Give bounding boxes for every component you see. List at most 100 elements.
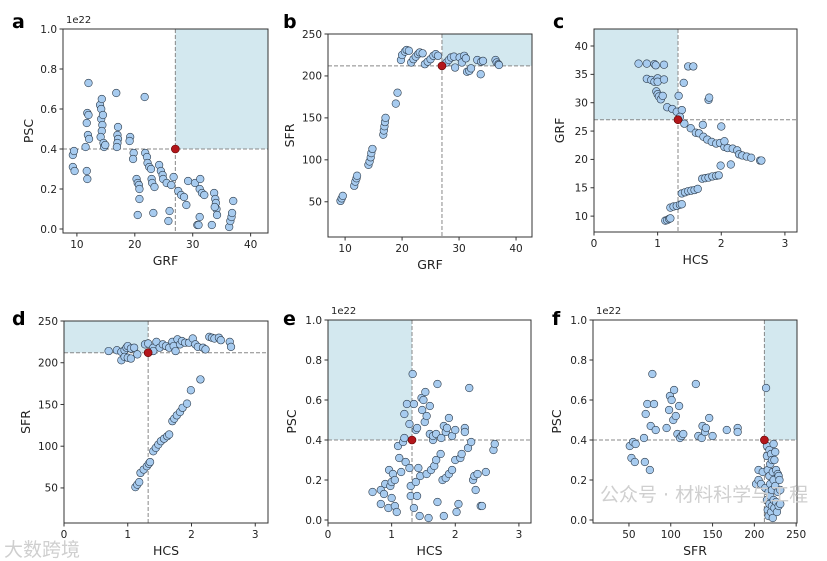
x-tick-label: 2 bbox=[452, 529, 459, 541]
y-tick-label: 250 bbox=[38, 316, 58, 328]
panel-c: 0 1 2 3 10 15 20 25 30 35 40 HCS GRF c bbox=[552, 11, 798, 267]
y-axis-label: PSC bbox=[284, 409, 299, 433]
data-point bbox=[112, 142, 121, 152]
x-tick-label: 50 bbox=[622, 529, 635, 541]
data-point bbox=[381, 113, 390, 122]
data-point bbox=[419, 395, 428, 405]
y-tick-label: 15 bbox=[575, 183, 588, 195]
y-tick-label: 0.8 bbox=[305, 355, 322, 367]
y-tick-label: 150 bbox=[302, 113, 322, 125]
x-tick-label: 3 bbox=[516, 529, 523, 541]
data-point bbox=[720, 137, 729, 146]
data-point bbox=[747, 153, 756, 162]
data-point bbox=[400, 433, 409, 443]
data-point bbox=[432, 455, 441, 465]
x-axis-label: HCS bbox=[682, 252, 708, 267]
y-tick-label: 10 bbox=[575, 211, 588, 223]
y-tick-label: 30 bbox=[575, 98, 588, 110]
data-point bbox=[674, 91, 683, 101]
data-point bbox=[671, 411, 680, 421]
data-point bbox=[408, 369, 417, 379]
panel-e: 0 1 2 3 0.0 0.2 0.4 0.6 0.8 1.0 1e22 HCS PSC e bbox=[283, 306, 532, 558]
highlight-point bbox=[171, 144, 180, 154]
data-point bbox=[770, 455, 779, 465]
data-point bbox=[768, 513, 777, 523]
data-point bbox=[478, 56, 488, 65]
y-tick-label: 0.4 bbox=[570, 435, 587, 447]
panel-f: 50 100 150 200 250 0.0 0.2 0.4 0.6 0.8 1.0 1e22 SFR P… bbox=[549, 306, 806, 558]
axes-frame bbox=[63, 320, 269, 524]
data-point bbox=[179, 192, 189, 202]
y-tick-label: 100 bbox=[38, 441, 58, 453]
highlight-point bbox=[407, 435, 417, 445]
data-point bbox=[733, 427, 742, 437]
data-point bbox=[397, 467, 406, 477]
data-point bbox=[447, 465, 457, 475]
data-point bbox=[125, 136, 134, 146]
data-point bbox=[376, 499, 385, 509]
data-point bbox=[126, 354, 136, 363]
y-axis-label: SFR bbox=[18, 410, 33, 434]
data-point bbox=[171, 346, 180, 356]
axes-frame bbox=[327, 319, 532, 524]
optimal-region-shade bbox=[175, 29, 268, 149]
y-tick-label: 0.8 bbox=[570, 355, 587, 367]
data-point bbox=[659, 60, 669, 69]
data-point bbox=[418, 405, 427, 415]
data-point bbox=[133, 350, 142, 359]
data-point bbox=[651, 425, 660, 435]
y-tick-label: 200 bbox=[38, 358, 58, 370]
data-point bbox=[229, 196, 238, 206]
data-point bbox=[84, 134, 94, 144]
data-point bbox=[135, 477, 144, 487]
data-point bbox=[81, 142, 90, 152]
data-point bbox=[70, 166, 79, 176]
x-tick-label: 30 bbox=[452, 243, 465, 255]
data-point bbox=[645, 465, 654, 475]
data-point bbox=[425, 401, 434, 411]
data-point bbox=[227, 208, 237, 218]
data-point bbox=[433, 379, 442, 389]
highlight-point bbox=[437, 61, 447, 71]
axes-frame bbox=[327, 33, 533, 238]
data-point bbox=[494, 60, 504, 70]
data-point bbox=[104, 346, 113, 356]
data-point bbox=[167, 180, 176, 190]
y-offset-label: 1e22 bbox=[331, 306, 356, 317]
data-point bbox=[165, 206, 174, 216]
x-axis-label: HCS bbox=[153, 543, 179, 558]
y-axis-label: GRF bbox=[552, 118, 567, 144]
x-tick-label: 10 bbox=[338, 243, 351, 255]
data-point bbox=[717, 122, 726, 131]
data-point bbox=[675, 401, 684, 411]
data-point bbox=[669, 385, 679, 395]
x-tick-label: 3 bbox=[782, 238, 789, 250]
data-point bbox=[726, 160, 735, 169]
data-point bbox=[433, 497, 442, 507]
y-tick-label: 0.0 bbox=[40, 224, 57, 236]
data-point bbox=[82, 118, 91, 128]
data-point bbox=[216, 336, 225, 345]
y-tick-label: 100 bbox=[302, 155, 322, 167]
y-tick-label: 0.6 bbox=[305, 395, 322, 407]
data-point bbox=[436, 449, 445, 459]
data-point bbox=[186, 386, 195, 395]
data-point bbox=[182, 399, 192, 408]
data-point bbox=[409, 399, 419, 409]
data-point bbox=[165, 430, 174, 439]
data-point bbox=[679, 429, 688, 439]
data-point bbox=[473, 469, 482, 479]
y-tick-label: 1.0 bbox=[570, 315, 587, 327]
panel-letter: b bbox=[283, 11, 297, 33]
data-point bbox=[771, 447, 780, 457]
x-tick-label: 20 bbox=[128, 239, 141, 251]
data-point bbox=[402, 399, 412, 409]
data-point bbox=[387, 493, 396, 503]
data-point bbox=[651, 61, 660, 70]
data-point bbox=[433, 51, 443, 60]
data-point bbox=[481, 467, 490, 477]
data-point bbox=[450, 63, 460, 72]
x-tick-label: 2 bbox=[718, 238, 725, 250]
data-point bbox=[659, 75, 669, 84]
